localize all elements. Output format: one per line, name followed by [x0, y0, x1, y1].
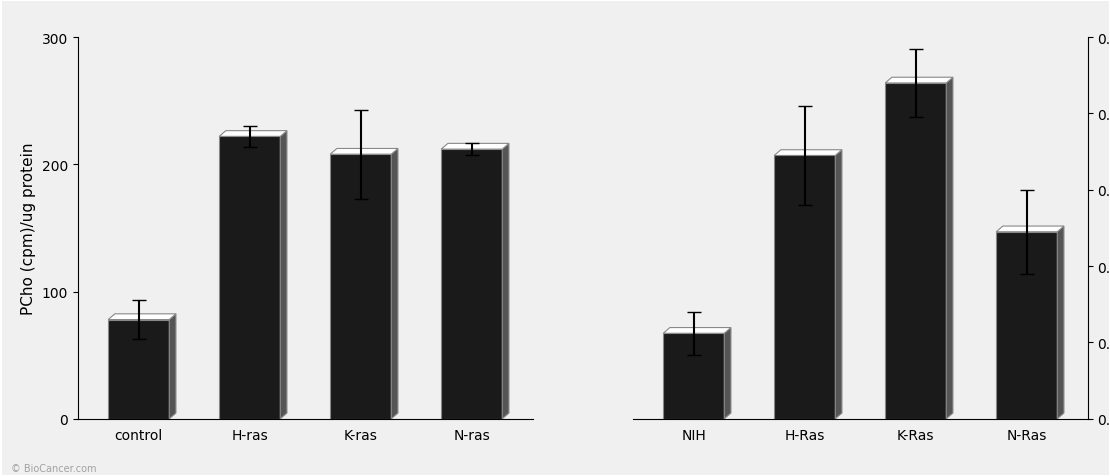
Polygon shape	[997, 227, 1063, 232]
Polygon shape	[947, 78, 952, 419]
Polygon shape	[331, 149, 397, 155]
Polygon shape	[502, 144, 508, 419]
Polygon shape	[664, 334, 724, 419]
Polygon shape	[775, 150, 841, 156]
Polygon shape	[835, 150, 841, 419]
Polygon shape	[280, 131, 286, 419]
Polygon shape	[169, 314, 175, 419]
Polygon shape	[220, 131, 286, 137]
Text: © BioCancer.com: © BioCancer.com	[11, 463, 97, 473]
Polygon shape	[108, 320, 169, 419]
Y-axis label: PCho (cpm)/ug protein: PCho (cpm)/ug protein	[21, 142, 36, 315]
Polygon shape	[1058, 227, 1063, 419]
Polygon shape	[997, 232, 1058, 419]
Polygon shape	[886, 78, 952, 84]
Polygon shape	[331, 155, 391, 419]
Polygon shape	[220, 137, 280, 419]
Polygon shape	[391, 149, 397, 419]
Polygon shape	[724, 328, 731, 419]
Polygon shape	[886, 84, 947, 419]
Polygon shape	[664, 328, 731, 334]
Polygon shape	[108, 314, 175, 320]
Polygon shape	[442, 150, 502, 419]
Polygon shape	[442, 144, 508, 150]
Polygon shape	[775, 156, 835, 419]
